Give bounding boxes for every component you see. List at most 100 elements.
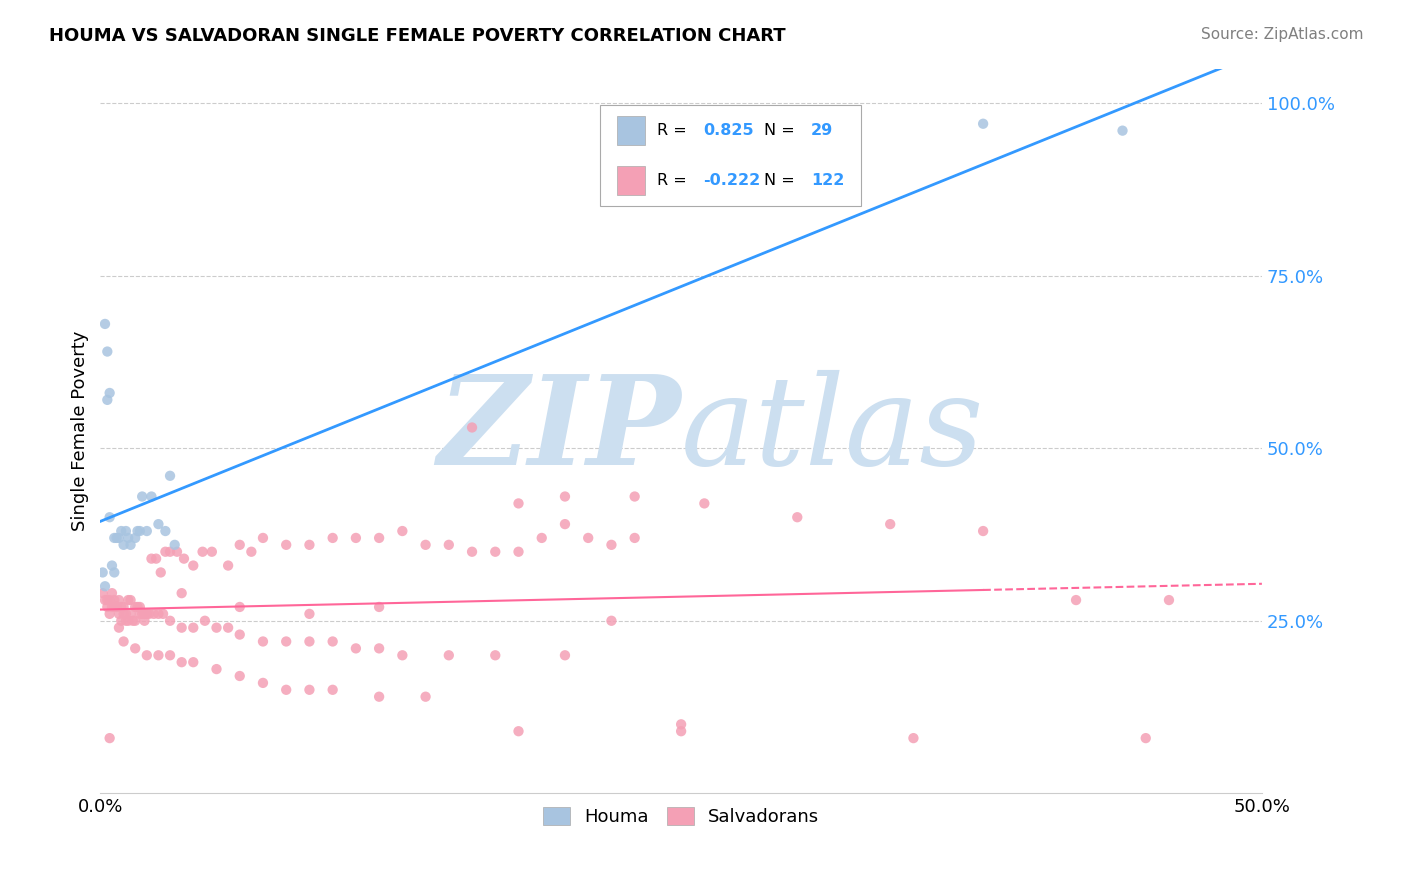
- Point: [159, 468, 181, 483]
- Point: [105, 599, 128, 614]
- Point: [112, 538, 135, 552]
- Point: [972, 524, 994, 538]
- Point: [298, 634, 321, 648]
- Point: [127, 524, 149, 538]
- Point: [181, 558, 204, 573]
- Point: [484, 648, 506, 663]
- Point: [101, 558, 124, 573]
- Point: [148, 607, 170, 621]
- Point: [115, 524, 138, 538]
- Point: [530, 531, 553, 545]
- Point: [98, 386, 121, 401]
- Point: [484, 545, 506, 559]
- Point: [669, 724, 692, 739]
- Point: [554, 648, 576, 663]
- Point: [148, 648, 170, 663]
- Point: [623, 531, 645, 545]
- Point: [1111, 123, 1133, 137]
- Point: [276, 634, 298, 648]
- Text: 0.825: 0.825: [703, 122, 754, 137]
- Point: [141, 551, 163, 566]
- Point: [108, 593, 131, 607]
- Point: [972, 117, 994, 131]
- Point: [128, 607, 150, 621]
- Point: [554, 490, 576, 504]
- Point: [173, 551, 195, 566]
- Text: -0.222: -0.222: [703, 173, 761, 188]
- Point: [117, 531, 139, 545]
- Point: [94, 593, 117, 607]
- Point: [391, 648, 413, 663]
- Point: [134, 607, 156, 621]
- Point: [110, 524, 132, 538]
- Point: [508, 496, 530, 510]
- Point: [98, 731, 121, 745]
- Point: [145, 551, 167, 566]
- Point: [229, 599, 252, 614]
- Point: [101, 599, 124, 614]
- Point: [163, 538, 186, 552]
- Point: [96, 392, 118, 407]
- Legend: Houma, Salvadorans: Houma, Salvadorans: [534, 797, 828, 835]
- Point: [115, 614, 138, 628]
- Text: atlas: atlas: [681, 370, 984, 491]
- Point: [117, 614, 139, 628]
- Point: [159, 545, 181, 559]
- Point: [437, 648, 460, 663]
- Point: [155, 545, 177, 559]
- Point: [152, 607, 174, 621]
- Point: [135, 524, 157, 538]
- Point: [879, 517, 901, 532]
- Point: [368, 599, 391, 614]
- Point: [148, 517, 170, 532]
- Point: [344, 531, 367, 545]
- Point: [134, 614, 156, 628]
- Point: [170, 621, 193, 635]
- Point: [108, 531, 131, 545]
- Point: [166, 545, 188, 559]
- Point: [181, 655, 204, 669]
- Point: [128, 524, 150, 538]
- Point: [149, 566, 172, 580]
- Point: [103, 566, 125, 580]
- Point: [298, 682, 321, 697]
- Point: [368, 641, 391, 656]
- Point: [437, 538, 460, 552]
- Point: [322, 531, 344, 545]
- Point: [191, 545, 214, 559]
- Point: [205, 662, 228, 676]
- Point: [112, 634, 135, 648]
- Point: [201, 545, 224, 559]
- Point: [112, 599, 135, 614]
- Point: [344, 641, 367, 656]
- Point: [298, 607, 321, 621]
- Point: [141, 490, 163, 504]
- Point: [229, 538, 252, 552]
- Point: [124, 614, 146, 628]
- Point: [194, 614, 217, 628]
- Point: [508, 545, 530, 559]
- Point: [96, 593, 118, 607]
- Point: [298, 538, 321, 552]
- Point: [252, 676, 274, 690]
- Point: [127, 599, 149, 614]
- Point: [600, 538, 623, 552]
- Point: [135, 648, 157, 663]
- Point: [391, 524, 413, 538]
- Point: [94, 317, 117, 331]
- Point: [159, 614, 181, 628]
- Text: HOUMA VS SALVADORAN SINGLE FEMALE POVERTY CORRELATION CHART: HOUMA VS SALVADORAN SINGLE FEMALE POVERT…: [49, 27, 786, 45]
- Point: [105, 531, 128, 545]
- Point: [155, 524, 177, 538]
- Point: [120, 593, 142, 607]
- Point: [461, 545, 484, 559]
- Point: [205, 621, 228, 635]
- Point: [240, 545, 263, 559]
- Text: ZIP: ZIP: [437, 370, 681, 491]
- Point: [108, 621, 131, 635]
- Point: [115, 607, 138, 621]
- Point: [368, 531, 391, 545]
- FancyBboxPatch shape: [617, 116, 645, 145]
- Point: [693, 496, 716, 510]
- Point: [252, 634, 274, 648]
